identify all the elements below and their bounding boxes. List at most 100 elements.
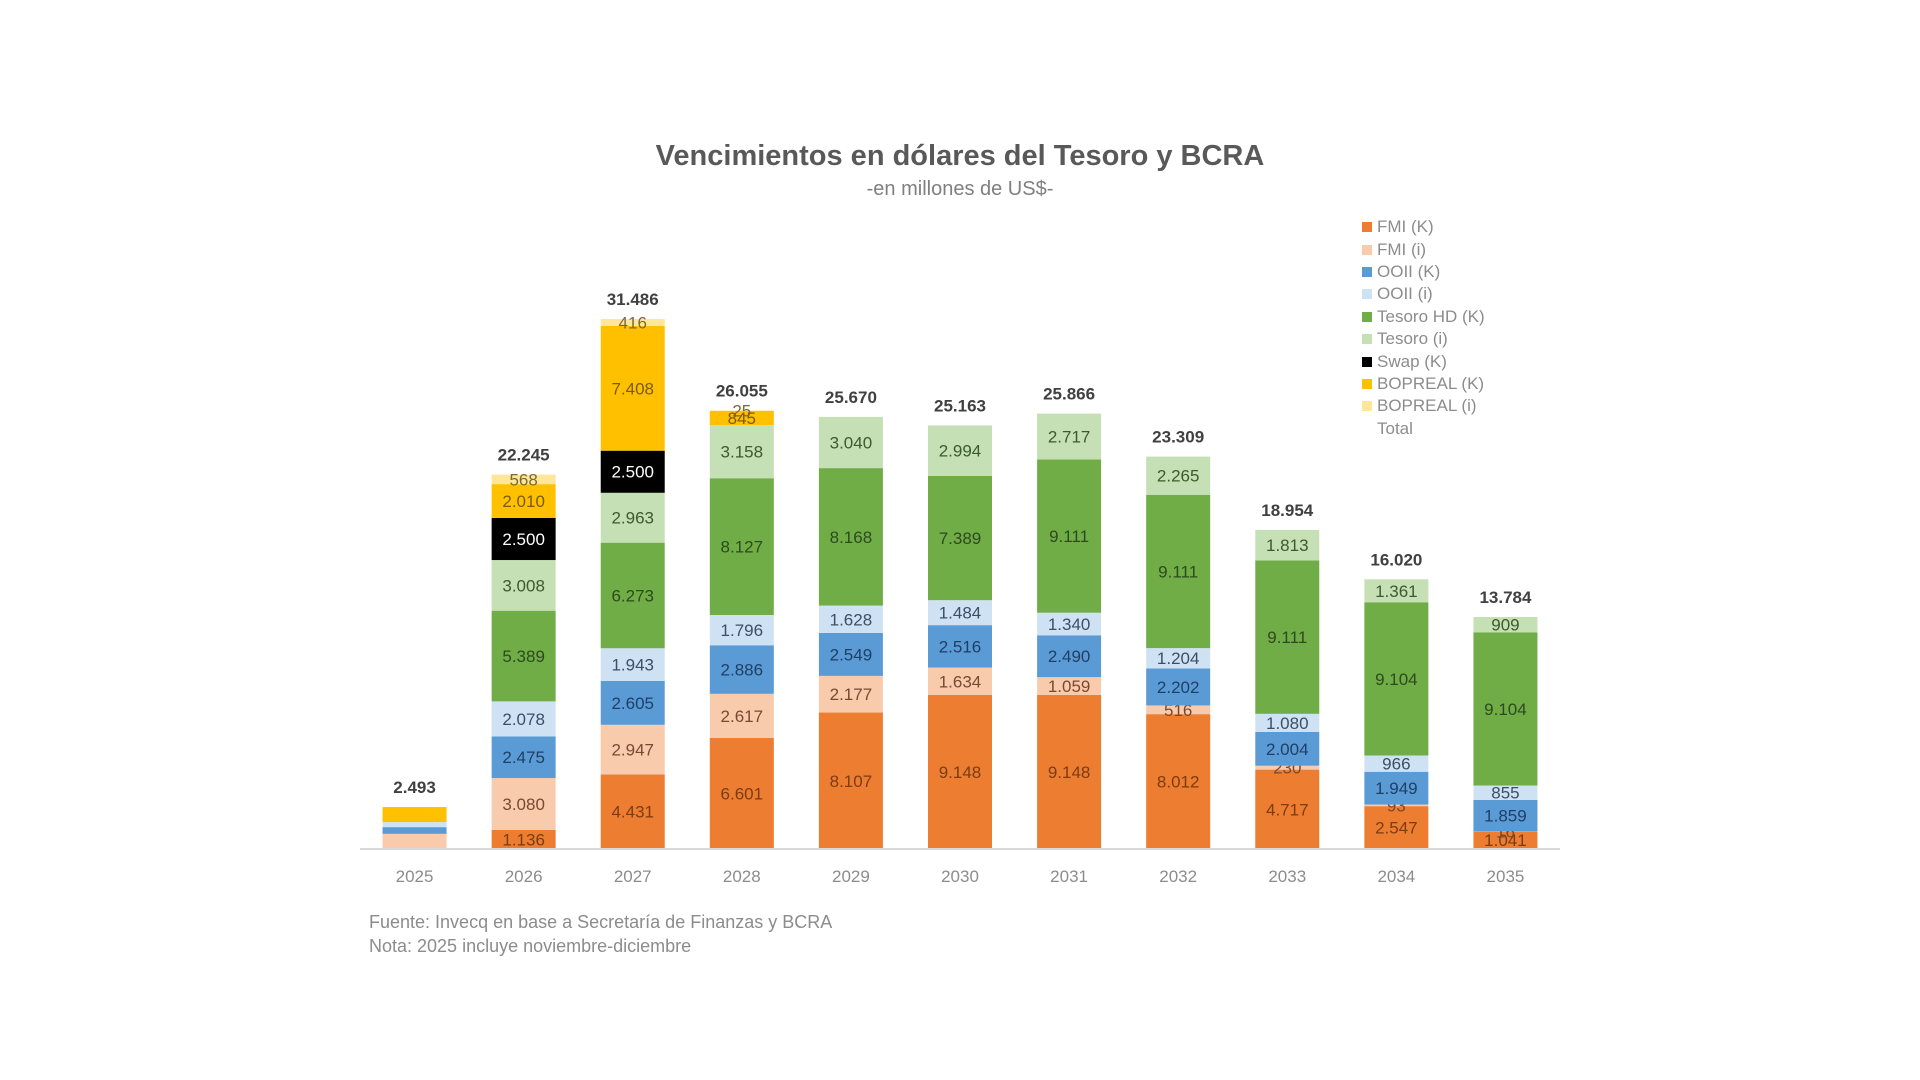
x-tick-label: 2027: [614, 867, 652, 886]
segment-label: 2.500: [502, 530, 545, 549]
segment-label: 2.617: [721, 707, 764, 726]
bar-segment: [600, 680, 665, 725]
segment-label: 1.080: [1266, 714, 1309, 733]
x-tick-label: 2032: [1159, 867, 1197, 886]
legend: FMI (K) FMI (i) OOII (K) OOII (i) Tesoro HD …: [1362, 216, 1485, 440]
legend-label: BOPREAL (K): [1377, 373, 1485, 393]
bar-segment: [818, 468, 883, 606]
total-label: 16.020: [1370, 550, 1422, 569]
bar-segment: [709, 737, 774, 849]
bar-segment: [600, 319, 665, 327]
segment-label: 1.059: [1048, 677, 1091, 696]
bar-segment: [1037, 635, 1102, 678]
bar-segment: [1146, 668, 1211, 706]
bar-segment: [818, 675, 883, 713]
segment-label: 2.994: [939, 442, 982, 461]
segment-label: 2.004: [1266, 740, 1309, 759]
bar-segment: [709, 615, 774, 646]
segment-label: 568: [509, 470, 537, 489]
bar-segment: [1255, 769, 1320, 849]
legend-label: FMI (K): [1377, 217, 1434, 237]
bar-segment: [818, 632, 883, 676]
legend-swatch: [1362, 266, 1372, 277]
bar-segment: [491, 484, 556, 518]
bar-segment: [1146, 494, 1211, 649]
legend-swatch: [1362, 311, 1372, 322]
legend-swatch: [1362, 334, 1372, 345]
total-label: 25.866: [1043, 385, 1095, 404]
total-label: 23.309: [1152, 428, 1204, 447]
bar-segment: [1255, 765, 1320, 770]
bar-segment: [818, 712, 883, 849]
segment-label: 7.408: [611, 379, 654, 398]
segment-label: 1.628: [830, 610, 873, 629]
segment-label: 1.634: [939, 672, 982, 691]
bar-segment: [1364, 806, 1429, 849]
total-label: 25.670: [825, 388, 877, 407]
legend-swatch: [1362, 289, 1372, 300]
bar-segment: [382, 833, 447, 849]
segment-label: 7.389: [939, 529, 982, 548]
bar-segment: [709, 425, 774, 479]
segment-label: 9.148: [939, 763, 982, 782]
bar-segment: [709, 478, 774, 616]
segment-label: 6.601: [721, 784, 764, 803]
segment-label: 3.158: [721, 443, 764, 462]
legend-item: OOII (i): [1362, 283, 1485, 305]
legend-label: OOII (K): [1377, 261, 1441, 281]
bar-segment: [1037, 695, 1102, 849]
segment-label: 416: [619, 314, 647, 333]
legend-label: Tesoro HD (K): [1377, 306, 1485, 326]
segment-label: 2.490: [1048, 647, 1091, 666]
legend-label: BOPREAL (i): [1377, 396, 1477, 416]
bar-segment: [382, 807, 447, 823]
bar-segment: [1473, 799, 1538, 832]
segment-label: 855: [1491, 784, 1519, 803]
segment-label: 2.475: [502, 748, 545, 767]
segment-label: 9.104: [1375, 670, 1418, 689]
bar-segment: [1146, 456, 1211, 495]
bar-segment: [600, 648, 665, 681]
bar-segment: [491, 610, 556, 702]
bar-segment: [382, 822, 447, 828]
bar-segment: [600, 326, 665, 451]
bar-segment: [600, 724, 665, 775]
chart-notes: Fuente: Invecq en base a Secretaría de F…: [369, 910, 832, 958]
segment-label: 1.859: [1484, 807, 1527, 826]
bar-segment: [928, 667, 992, 696]
legend-swatch: [1362, 378, 1372, 389]
segment-label: 3.080: [502, 795, 545, 814]
bar-segment: [709, 693, 774, 738]
segment-label: 5.389: [502, 647, 545, 666]
segment-label: 3.040: [830, 434, 873, 453]
bar-segment: [491, 829, 556, 849]
bar-segment: [600, 450, 665, 493]
bar-segment: [491, 778, 556, 830]
bar-segment: [1473, 785, 1538, 800]
bar-segment: [1146, 705, 1211, 715]
legend-item: FMI (K): [1362, 216, 1485, 238]
total-label: 18.954: [1261, 501, 1314, 520]
bar-segment: [818, 605, 883, 633]
segment-label: 4.431: [611, 803, 654, 822]
legend-swatch: [1362, 244, 1372, 255]
bar-segment: [1255, 713, 1320, 732]
bar-segment: [491, 736, 556, 779]
bar-segment: [1364, 602, 1429, 756]
bar-segment: [1255, 560, 1320, 714]
segment-label: 516: [1164, 701, 1192, 720]
bar-segment: [1364, 579, 1429, 603]
segment-label: 2.549: [830, 645, 873, 664]
footnote: Nota: 2025 incluye noviembre-diciembre: [369, 936, 692, 956]
legend-label: Tesoro (i): [1377, 329, 1448, 349]
bar-segment: [1037, 612, 1102, 636]
bar-segment: [1037, 413, 1102, 460]
segment-label: 1.484: [939, 604, 982, 623]
legend-item: Tesoro (i): [1362, 328, 1485, 350]
x-tick-label: 2030: [941, 867, 979, 886]
bar-segment: [600, 492, 665, 543]
segment-label: 3.008: [502, 576, 545, 595]
segment-label: 9.111: [1049, 527, 1089, 546]
segment-label: 8.012: [1157, 773, 1200, 792]
segment-label: 845: [728, 409, 756, 428]
